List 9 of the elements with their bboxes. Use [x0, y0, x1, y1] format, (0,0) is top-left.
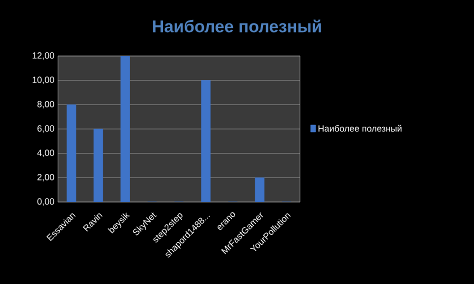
y-tick-label: 0,00 — [37, 198, 54, 206]
y-tick-label: 10,00 — [32, 76, 54, 84]
chart-title: Наиболее полезный — [153, 20, 321, 32]
y-tick-label: 6,00 — [37, 125, 54, 133]
y-tick-label: 4,00 — [37, 150, 54, 158]
y-tick-label: 12,00 — [32, 52, 54, 60]
legend-label: Наиболее полезный — [318, 124, 402, 132]
y-tick-label: 2,00 — [37, 174, 54, 182]
y-tick-label: 8,00 — [37, 100, 54, 108]
